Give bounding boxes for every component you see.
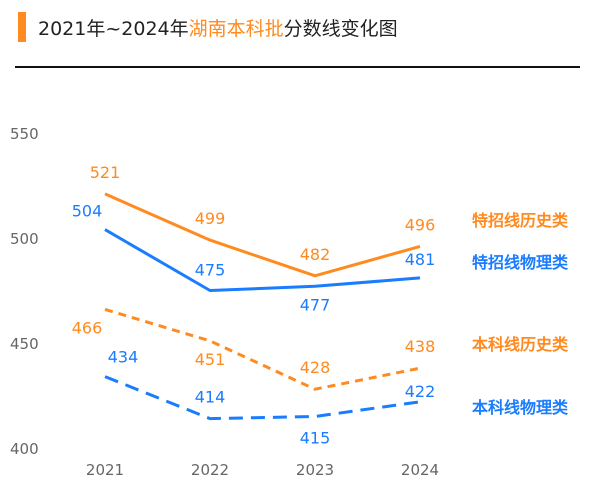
data-label: 422: [405, 382, 436, 401]
legend-label: 本科线物理类: [472, 398, 569, 417]
legend-label: 特招线物理类: [472, 253, 569, 272]
y-tick-label: 450: [10, 335, 39, 353]
x-tick-label: 2024: [401, 461, 439, 479]
data-label: 451: [195, 350, 226, 369]
data-label: 481: [405, 250, 436, 269]
data-label: 466: [72, 318, 103, 337]
data-label: 438: [405, 337, 436, 356]
data-label: 414: [195, 388, 226, 407]
x-tick-label: 2021: [86, 461, 124, 479]
title-accent-bar: [18, 12, 26, 42]
data-label: 504: [72, 202, 103, 221]
title-highlight: 湖南本科批: [188, 18, 284, 40]
y-tick-label: 400: [10, 440, 39, 458]
series-line: [104, 192, 421, 278]
data-label: 499: [195, 209, 226, 228]
data-label: 428: [300, 358, 331, 377]
data-label: 434: [108, 348, 139, 367]
x-tick-label: 2022: [191, 461, 229, 479]
data-label: 496: [405, 215, 436, 234]
data-label: 477: [300, 295, 331, 314]
title-divider: [15, 66, 580, 68]
series-line: [104, 375, 421, 421]
title-part1: 2021年~2024年: [38, 18, 189, 40]
chart-title: 2021年~2024年湖南本科批分数线变化图: [38, 14, 398, 41]
data-label: 475: [195, 261, 226, 280]
series-line: [104, 307, 421, 391]
legend-label: 本科线历史类: [472, 335, 569, 354]
data-label: 415: [300, 429, 331, 448]
legend-label: 特招线历史类: [472, 211, 569, 230]
data-label: 482: [300, 245, 331, 264]
x-tick-label: 2023: [296, 461, 334, 479]
title-part2: 分数线变化图: [283, 18, 398, 40]
series-line: [104, 228, 421, 292]
y-tick-label: 500: [10, 230, 39, 248]
data-label: 521: [90, 163, 121, 182]
y-tick-label: 550: [10, 125, 39, 143]
